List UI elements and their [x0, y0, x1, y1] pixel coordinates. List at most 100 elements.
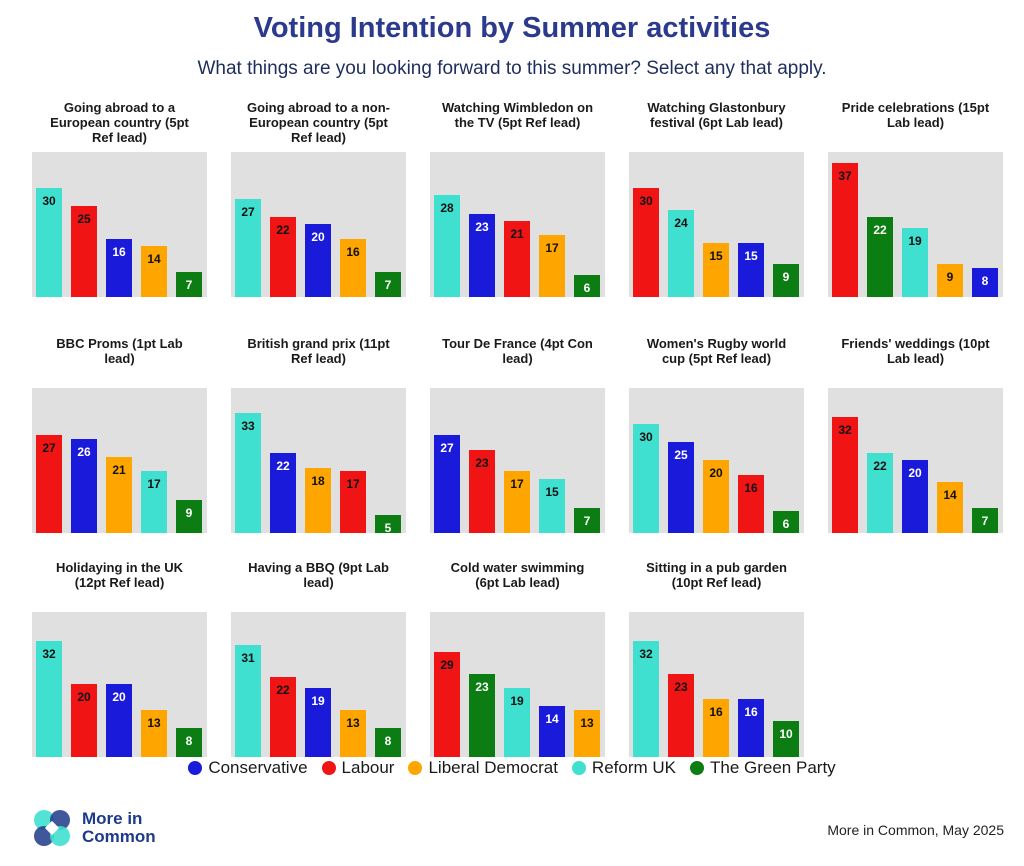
bar: 22 [270, 217, 296, 297]
bar: 7 [972, 508, 998, 533]
bar-value-label: 15 [744, 249, 758, 263]
bar-value-label: 8 [981, 274, 989, 288]
plot-area: 30 25 20 16 6 [629, 388, 804, 533]
bar: 20 [902, 460, 928, 533]
logo-text: More in Common [82, 810, 156, 846]
bar: 17 [340, 471, 366, 533]
bar: 16 [703, 699, 729, 757]
bar: 32 [36, 641, 62, 757]
plot-area: 28 23 21 17 6 [430, 152, 605, 297]
panel-title: Cold water swimming (6pt Lab lead) [450, 560, 585, 590]
bar: 22 [867, 453, 893, 533]
legend-item: Conservative [188, 758, 308, 778]
panel-title: Going abroad to a non-European country (… [247, 100, 390, 145]
panel-title: British grand prix (11pt Ref lead) [247, 336, 390, 366]
bar-value-label: 22 [276, 459, 290, 473]
bar-value-label: 23 [475, 680, 489, 694]
panel-title: Watching Wimbledon on the TV (5pt Ref le… [441, 100, 594, 130]
bar-value-label: 27 [42, 441, 56, 455]
bar-value-label: 14 [545, 712, 559, 726]
panel-title: Women's Rugby world cup (5pt Ref lead) [646, 336, 787, 366]
bar-value-label: 13 [580, 716, 594, 730]
bar: 17 [539, 235, 565, 297]
bar-value-label: 30 [639, 430, 653, 444]
bar: 19 [902, 228, 928, 297]
legend-dot-icon [188, 761, 203, 775]
bar: 6 [773, 511, 799, 533]
bar-value-label: 17 [510, 477, 524, 491]
bar-value-label: 25 [77, 212, 91, 226]
chart-panel: Pride celebrations (15pt Lab lead) 37 22 19… [828, 100, 1003, 297]
chart-panel: Friends' weddings (10pt Lab lead) 32 22 20 1… [828, 336, 1003, 533]
bar: 16 [340, 239, 366, 297]
bar-value-label: 29 [440, 658, 454, 672]
bar-value-label: 23 [475, 456, 489, 470]
more-in-common-logo-icon [34, 810, 70, 846]
bar: 10 [773, 721, 799, 757]
panel-title: Holidaying in the UK (12pt Ref lead) [55, 560, 184, 590]
chart-subtitle: What things are you looking forward to t… [197, 58, 827, 79]
bar: 14 [539, 706, 565, 757]
bar-value-label: 19 [311, 694, 325, 708]
bar-value-label: 21 [112, 463, 126, 477]
bar: 17 [141, 471, 167, 533]
bar-value-label: 30 [639, 194, 653, 208]
legend-label: The Green Party [710, 758, 836, 777]
bar-value-label: 8 [384, 734, 392, 748]
bar: 13 [574, 710, 600, 757]
bar: 37 [832, 163, 858, 297]
legend-label: Labour [341, 758, 395, 777]
bar-value-label: 25 [674, 448, 688, 462]
bar-value-label: 22 [873, 223, 887, 237]
panel-title: BBC Proms (1pt Lab lead) [56, 336, 183, 366]
bar-value-label: 26 [77, 445, 91, 459]
bar: 23 [469, 674, 495, 757]
bar-value-label: 18 [311, 474, 325, 488]
bar: 7 [574, 508, 600, 533]
bar: 17 [504, 471, 530, 533]
panel-title: Pride celebrations (15pt Lab lead) [841, 100, 990, 130]
plot-area: 27 22 20 16 7 [231, 152, 406, 297]
bar-value-label: 9 [185, 506, 193, 520]
bar: 21 [106, 457, 132, 533]
legend-item: The Green Party [690, 758, 836, 778]
bar-value-label: 22 [276, 223, 290, 237]
bar: 9 [773, 264, 799, 297]
bar: 8 [375, 728, 401, 757]
plot-area: 29 23 19 14 13 [430, 612, 605, 757]
bar-value-label: 7 [384, 278, 392, 292]
bar-value-label: 7 [981, 514, 989, 528]
bar: 16 [738, 475, 764, 533]
bar-value-label: 32 [838, 423, 852, 437]
bar: 33 [235, 413, 261, 533]
bar-value-label: 23 [475, 220, 489, 234]
chart-panel: Women's Rugby world cup (5pt Ref lead) 30… [629, 336, 804, 533]
panel-title: Watching Glastonbury festival (6pt Lab l… [647, 100, 786, 130]
bar-value-label: 17 [545, 241, 559, 255]
chart-panel: Holidaying in the UK (12pt Ref lead) 32 20… [32, 560, 207, 757]
legend-label: Reform UK [591, 758, 676, 777]
chart-panel: Having a BBQ (9pt Lab lead) 31 22 19 13 8 [231, 560, 406, 757]
bar: 24 [668, 210, 694, 297]
bar-value-label: 14 [943, 488, 957, 502]
bar: 14 [937, 482, 963, 533]
bar-value-label: 32 [639, 647, 653, 661]
chart-panel: Going abroad to a European country (5pt … [32, 100, 207, 297]
legend-dot-icon [321, 761, 336, 775]
bar-value-label: 14 [147, 252, 161, 266]
bar-value-label: 5 [384, 521, 392, 535]
legend-dot-icon [408, 761, 423, 775]
bar-value-label: 20 [112, 690, 126, 704]
plot-area: 33 22 18 17 5 [231, 388, 406, 535]
panel-title: Going abroad to a European country (5pt … [50, 100, 189, 145]
source-note: More in Common, May 2025 [827, 822, 1004, 838]
bar: 25 [668, 442, 694, 533]
bar-value-label: 16 [346, 245, 360, 259]
bar-value-label: 27 [241, 205, 255, 219]
bar-value-label: 17 [147, 477, 161, 491]
bar-value-label: 7 [185, 278, 193, 292]
bar: 16 [738, 699, 764, 757]
plot-area: 37 22 19 9 8 [828, 152, 1003, 297]
chart-panel: Sitting in a pub garden (10pt Ref lead) 3… [629, 560, 804, 757]
chart-panel: BBC Proms (1pt Lab lead) 27 26 21 17 9 [32, 336, 207, 533]
